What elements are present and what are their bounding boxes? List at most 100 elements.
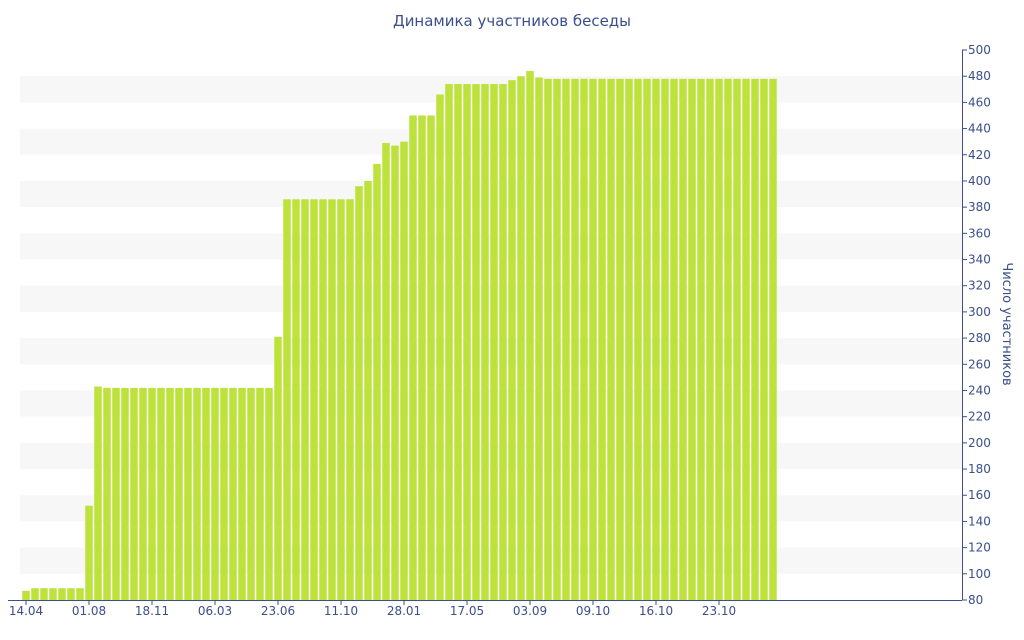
bar bbox=[733, 78, 741, 601]
bar bbox=[229, 387, 237, 600]
y-tick-label: 280 bbox=[968, 331, 991, 345]
bar bbox=[418, 115, 426, 600]
bar bbox=[490, 84, 498, 601]
y-tick-label: 120 bbox=[968, 541, 991, 555]
bar bbox=[715, 78, 723, 601]
y-tick-label: 240 bbox=[968, 383, 991, 397]
y-tick-label: 80 bbox=[968, 593, 983, 607]
y-tick-label: 320 bbox=[968, 279, 991, 293]
y-tick-label: 360 bbox=[968, 226, 991, 240]
bar bbox=[328, 199, 336, 601]
bar bbox=[112, 387, 120, 600]
bar bbox=[355, 186, 363, 600]
y-tick-label: 420 bbox=[968, 148, 991, 162]
bar bbox=[265, 387, 273, 600]
bar bbox=[481, 84, 489, 601]
bar bbox=[625, 78, 633, 601]
x-axis: 14.04 01.08 18.11 06.03 23.06 11.10 28.01 17.05… bbox=[8, 600, 962, 618]
bar bbox=[544, 78, 552, 601]
bar bbox=[697, 78, 705, 601]
bar bbox=[184, 387, 192, 600]
bar bbox=[760, 78, 768, 601]
bar bbox=[103, 387, 111, 600]
y-tick-label: 220 bbox=[968, 410, 991, 424]
y-tick-label: 480 bbox=[968, 69, 991, 83]
bar bbox=[634, 78, 642, 601]
bar bbox=[508, 80, 516, 601]
y-tick-label: 440 bbox=[968, 122, 991, 136]
x-tick-label: 09.10 bbox=[576, 604, 610, 618]
bar bbox=[121, 387, 129, 600]
bar bbox=[706, 78, 714, 601]
bar bbox=[175, 387, 183, 600]
bar bbox=[238, 387, 246, 600]
bar bbox=[472, 84, 480, 601]
bar bbox=[157, 387, 165, 600]
y-tick-label: 460 bbox=[968, 95, 991, 109]
x-tick-label: 23.06 bbox=[261, 604, 295, 618]
bar bbox=[202, 387, 210, 600]
x-tick-label: 17.05 bbox=[450, 604, 484, 618]
y-axis: 80 100 120 140 160 180 200 220 240 260 280 300 320 34… bbox=[962, 43, 991, 607]
bar bbox=[166, 387, 174, 600]
bar bbox=[211, 387, 219, 600]
bar bbox=[274, 336, 282, 600]
bar bbox=[220, 387, 228, 600]
bar bbox=[193, 387, 201, 600]
bar bbox=[49, 588, 57, 600]
y-tick-label: 300 bbox=[968, 305, 991, 319]
bar bbox=[517, 76, 525, 600]
bar bbox=[409, 115, 417, 600]
bar bbox=[463, 84, 471, 601]
bar bbox=[76, 588, 84, 600]
bar bbox=[526, 70, 534, 600]
y-tick-label: 380 bbox=[968, 200, 991, 214]
bar bbox=[382, 142, 390, 600]
x-tick-label: 01.08 bbox=[72, 604, 106, 618]
bar bbox=[616, 78, 624, 601]
y-tick-label: 500 bbox=[968, 43, 991, 57]
y-tick-label: 400 bbox=[968, 174, 991, 188]
bar bbox=[742, 78, 750, 601]
bar bbox=[283, 199, 291, 601]
bar bbox=[22, 590, 30, 600]
y-tick-label: 140 bbox=[968, 514, 991, 528]
bar bbox=[130, 387, 138, 600]
y-tick-label: 100 bbox=[968, 567, 991, 581]
bar bbox=[94, 386, 102, 600]
bar bbox=[688, 78, 696, 601]
bar bbox=[31, 588, 39, 600]
bar bbox=[535, 77, 543, 600]
x-tick-label: 18.11 bbox=[135, 604, 169, 618]
x-tick-label: 23.10 bbox=[702, 604, 736, 618]
bar bbox=[679, 78, 687, 601]
x-tick-label: 06.03 bbox=[198, 604, 232, 618]
bar bbox=[400, 141, 408, 600]
y-tick-label: 180 bbox=[968, 462, 991, 476]
bar bbox=[391, 145, 399, 600]
bar bbox=[769, 78, 777, 601]
bar bbox=[292, 199, 300, 601]
y-axis-label: Число участников bbox=[999, 262, 1014, 385]
bar-series bbox=[22, 70, 777, 601]
bar bbox=[148, 387, 156, 600]
bar bbox=[67, 588, 75, 600]
x-tick-label: 03.09 bbox=[513, 604, 547, 618]
bar bbox=[310, 199, 318, 601]
bar bbox=[670, 78, 678, 601]
bar bbox=[436, 94, 444, 601]
y-tick-label: 340 bbox=[968, 253, 991, 267]
bar bbox=[724, 78, 732, 601]
x-tick-label: 16.10 bbox=[639, 604, 673, 618]
bar bbox=[85, 505, 93, 600]
x-tick-label: 11.10 bbox=[324, 604, 358, 618]
bar bbox=[454, 84, 462, 601]
y-tick-label: 200 bbox=[968, 436, 991, 450]
bar bbox=[553, 78, 561, 601]
bar bbox=[751, 78, 759, 601]
bar bbox=[346, 199, 354, 601]
y-tick-label: 160 bbox=[968, 488, 991, 502]
bar bbox=[661, 78, 669, 601]
bar bbox=[373, 163, 381, 600]
